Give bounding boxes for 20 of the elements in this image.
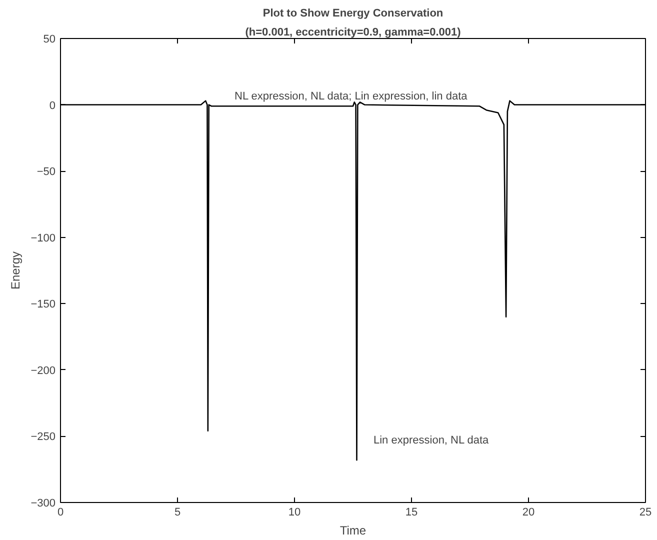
y-tick-label: −50: [36, 166, 56, 178]
y-tick-label: −300: [30, 498, 56, 510]
x-tick-label: 10: [288, 506, 301, 518]
chart-subtitle: (h=0.001, eccentricity=0.9, gamma=0.001): [245, 26, 462, 38]
y-tick-label: −200: [30, 364, 56, 377]
y-tick-label: −150: [30, 298, 56, 311]
y-tick-label: −250: [30, 431, 56, 444]
x-tick-label: 20: [522, 506, 535, 518]
y-tick-label: 0: [49, 100, 56, 112]
y-tick-label: 50: [43, 34, 56, 46]
x-axis-title: Time: [340, 524, 366, 538]
x-tick-label: 5: [174, 506, 181, 518]
annotation: NL expression, NL data; Lin expression, lin data: [234, 90, 468, 102]
x-tick-label: 15: [405, 506, 418, 518]
chart-title: Plot to Show Energy Conservation: [262, 8, 444, 20]
annotation: Lin expression, NL data: [374, 434, 490, 446]
x-tick-label: 25: [639, 506, 652, 518]
y-axis-title: Energy: [8, 251, 23, 290]
x-tick-label: 0: [57, 506, 64, 518]
y-tick-label: −100: [30, 232, 56, 244]
